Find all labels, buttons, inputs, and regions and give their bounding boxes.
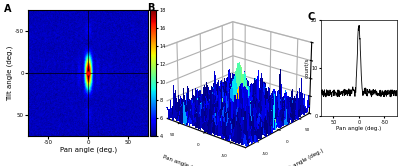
Text: C: C	[307, 12, 314, 22]
X-axis label: Pan angle (deg.): Pan angle (deg.)	[336, 126, 381, 131]
Text: A: A	[4, 4, 12, 14]
Y-axis label: Tilt angle (deg.): Tilt angle (deg.)	[7, 45, 14, 101]
X-axis label: Pan angle (deg.): Pan angle (deg.)	[162, 155, 206, 166]
Text: B: B	[147, 3, 155, 13]
Y-axis label: Tilt angle (deg.): Tilt angle (deg.)	[283, 148, 324, 166]
X-axis label: Pan angle (deg.): Pan angle (deg.)	[60, 147, 117, 153]
Y-axis label: count/s: count/s	[305, 58, 310, 78]
